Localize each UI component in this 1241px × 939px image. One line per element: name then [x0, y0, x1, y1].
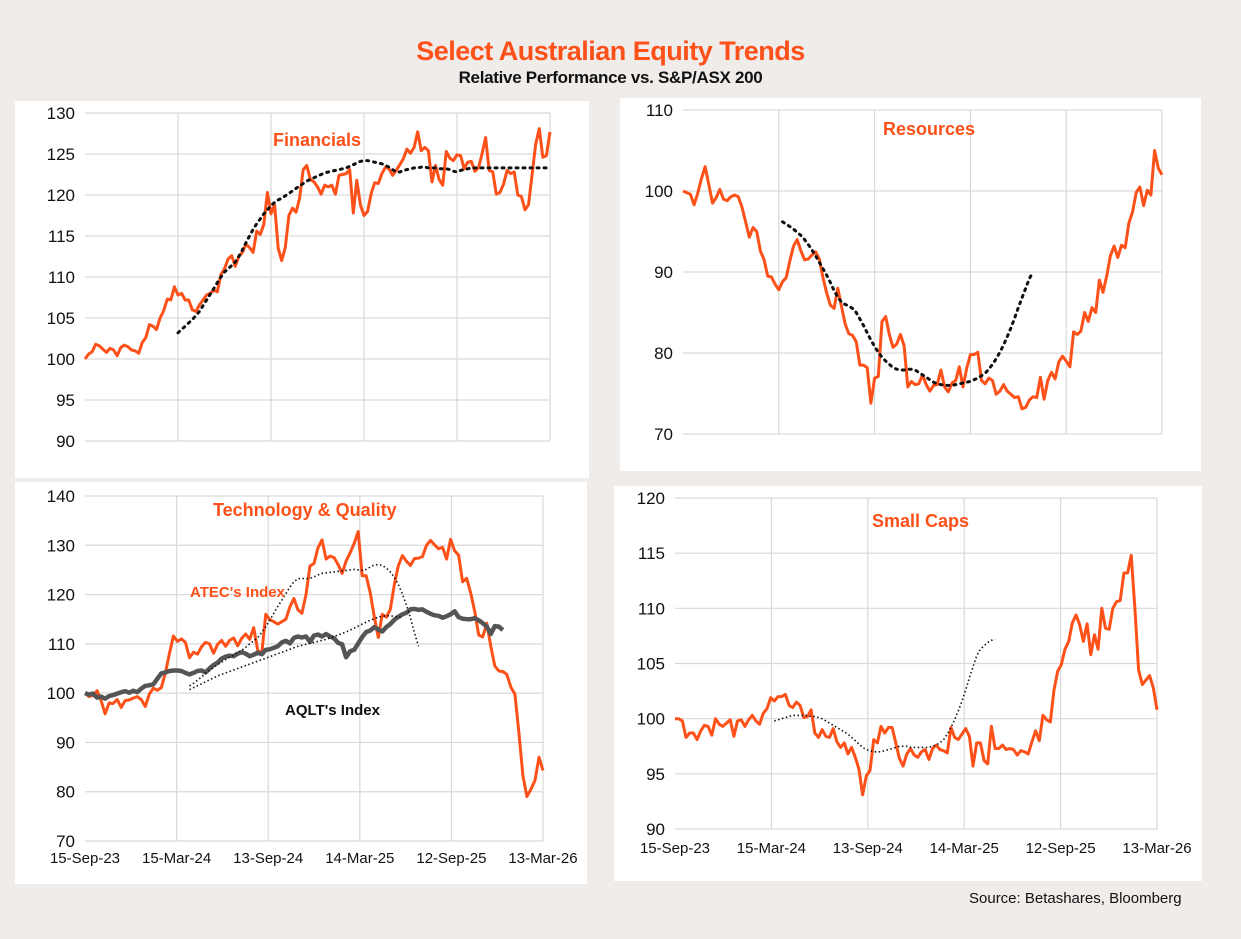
y-tick-label: 110 — [48, 635, 75, 654]
technology-quality-chart-panel: 70 80 90 100 110 120 130 140 15-Sep-23 15-Mar-24 1… — [15, 482, 587, 884]
resources-chart-panel: 70 80 90 100 110 Resources — [620, 98, 1201, 471]
series-line-moving-average — [774, 638, 996, 753]
x-tick-label: 15-Mar-24 — [142, 850, 211, 867]
y-tick-label: 80 — [56, 783, 75, 802]
page-title: Select Australian Equity Trends — [416, 36, 805, 66]
series-line-small-caps — [675, 553, 1159, 797]
series-line-aqlt-moving-average — [189, 615, 403, 691]
x-tick-label: 12-Sep-25 — [1026, 840, 1096, 857]
y-tick-label: 130 — [47, 536, 75, 555]
y-tick-label: 120 — [637, 489, 665, 508]
x-tick-label: 13-Mar-26 — [508, 850, 577, 867]
y-tick-label: 80 — [654, 344, 673, 363]
series-line-atec-moving-average — [189, 563, 420, 687]
resources-chart: 70 80 90 100 110 Resources — [645, 101, 1164, 444]
x-tick-label: 13-Sep-24 — [833, 840, 903, 857]
y-tick-label: 100 — [47, 350, 75, 369]
chart-title: Resources — [883, 119, 975, 139]
y-tick-label: 110 — [638, 599, 665, 618]
y-tick-label: 125 — [47, 145, 75, 164]
series-line-atec-s-index — [84, 530, 545, 799]
y-tick-label: 95 — [646, 765, 665, 784]
chart-title: Financials — [273, 130, 361, 150]
y-tick-label: 115 — [638, 544, 665, 563]
y-tick-label: 100 — [637, 710, 665, 729]
y-tick-label: 70 — [654, 425, 673, 444]
y-tick-label: 90 — [654, 263, 673, 282]
y-tick-label: 90 — [56, 432, 75, 451]
series-annotation: AQLT's Index — [285, 702, 381, 719]
small-caps-chart: 90 95 100 105 110 115 120 15-Sep-23 15-Mar-24 13-… — [637, 489, 1192, 857]
series-line-moving-average — [176, 159, 548, 335]
x-tick-label: 15-Sep-23 — [50, 850, 120, 867]
series-line-aqlt-s-index — [84, 606, 505, 701]
chart-title: Technology & Quality — [213, 500, 397, 520]
y-tick-label: 110 — [646, 101, 673, 120]
y-tick-label: 115 — [48, 227, 75, 246]
source-note: Source: Betashares, Bloomberg — [969, 890, 1182, 907]
y-tick-label: 95 — [56, 391, 75, 410]
page-subtitle: Relative Performance vs. S&P/ASX 200 — [458, 68, 763, 87]
series-annotation: ATEC's Index — [190, 584, 286, 601]
chart-title: Small Caps — [872, 511, 969, 531]
x-tick-label: 15-Sep-23 — [640, 840, 710, 857]
financials-chart: 90 95 100 105 110 115 120 125 130 Financials — [47, 104, 552, 451]
y-tick-label: 70 — [56, 832, 75, 851]
y-tick-label: 120 — [47, 586, 75, 605]
series-line-financials — [83, 127, 552, 360]
y-tick-label: 140 — [47, 487, 75, 506]
y-tick-label: 130 — [47, 104, 75, 123]
y-tick-label: 105 — [637, 655, 665, 674]
y-tick-label: 105 — [47, 309, 75, 328]
financials-chart-panel: 90 95 100 105 110 115 120 125 130 Financials — [15, 101, 589, 478]
x-tick-label: 14-Mar-25 — [325, 850, 394, 867]
y-tick-label: 110 — [48, 268, 75, 287]
series-line-moving-average — [781, 220, 1035, 387]
y-tick-label: 100 — [645, 182, 673, 201]
series-line-resources — [682, 149, 1164, 411]
x-tick-label: 13-Mar-26 — [1122, 840, 1191, 857]
small-caps-chart-panel: 90 95 100 105 110 115 120 15-Sep-23 15-Mar-24 13-… — [614, 486, 1202, 881]
x-tick-label: 12-Sep-25 — [416, 850, 486, 867]
x-tick-label: 15-Mar-24 — [737, 840, 806, 857]
y-tick-label: 100 — [47, 684, 75, 703]
y-tick-label: 90 — [56, 733, 75, 752]
y-tick-label: 90 — [646, 820, 665, 839]
x-tick-label: 14-Mar-25 — [930, 840, 999, 857]
y-tick-label: 120 — [47, 186, 75, 205]
x-tick-label: 13-Sep-24 — [233, 850, 303, 867]
technology-quality-chart: 70 80 90 100 110 120 130 140 15-Sep-23 15-Mar-24 1… — [47, 487, 578, 867]
